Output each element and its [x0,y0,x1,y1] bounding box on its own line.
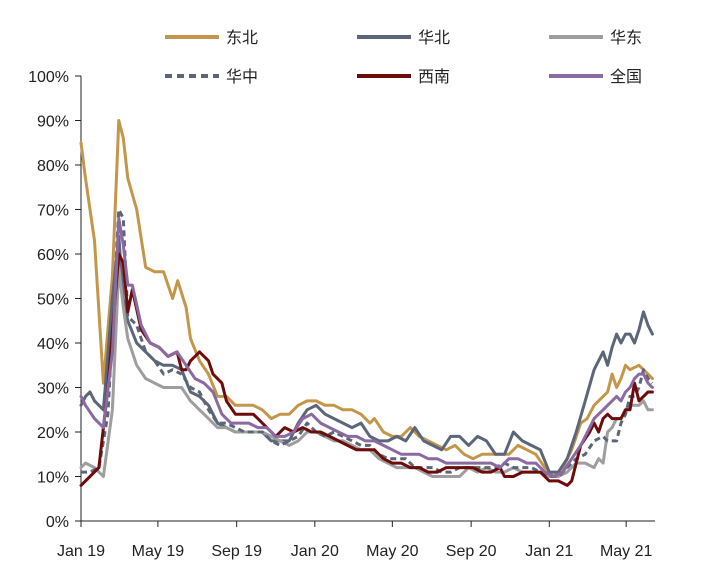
legend-label-5: 全国 [610,67,642,86]
y-tick-label: 80% [37,158,69,175]
series-line-4 [79,252,654,487]
x-tick-label: Sep 20 [446,543,497,560]
legend-label-0: 东北 [226,28,258,47]
x-tick-label: Jan 19 [57,543,105,560]
legend-label-1: 华北 [418,28,450,47]
x-tick-label: Jan 20 [291,543,339,560]
x-tick-label: May 19 [132,543,185,560]
series-line-0 [79,119,654,478]
series-line-2 [79,265,654,478]
y-tick-label: 90% [37,114,69,131]
y-tick-label: 10% [37,470,69,487]
x-tick-label: May 21 [600,543,653,560]
series-group [79,119,654,487]
x-tick-label: Jan 21 [525,543,573,560]
y-tick-label: 100% [28,69,69,86]
series-line-1 [79,234,654,474]
y-tick-label: 40% [37,336,69,353]
x-tick-label: May 20 [366,543,419,560]
y-tick-label: 50% [37,292,69,309]
y-tick-label: 20% [37,425,69,442]
x-tick-label: Sep 19 [211,543,262,560]
y-tick-label: 70% [37,203,69,220]
legend-label-3: 华中 [226,67,258,86]
y-tick-label: 30% [37,381,69,398]
y-tick-label: 60% [37,247,69,264]
legend-label-4: 西南 [418,67,450,86]
series-line-5 [79,216,654,478]
series-line-3 [81,208,654,478]
y-tick-label: 0% [46,514,69,531]
legend-label-2: 华东 [610,28,642,47]
axes: 0% 10% 20% 30% 40% 50% 60% 70% 80% 90% 100% Jan 19 M… [28,69,655,560]
